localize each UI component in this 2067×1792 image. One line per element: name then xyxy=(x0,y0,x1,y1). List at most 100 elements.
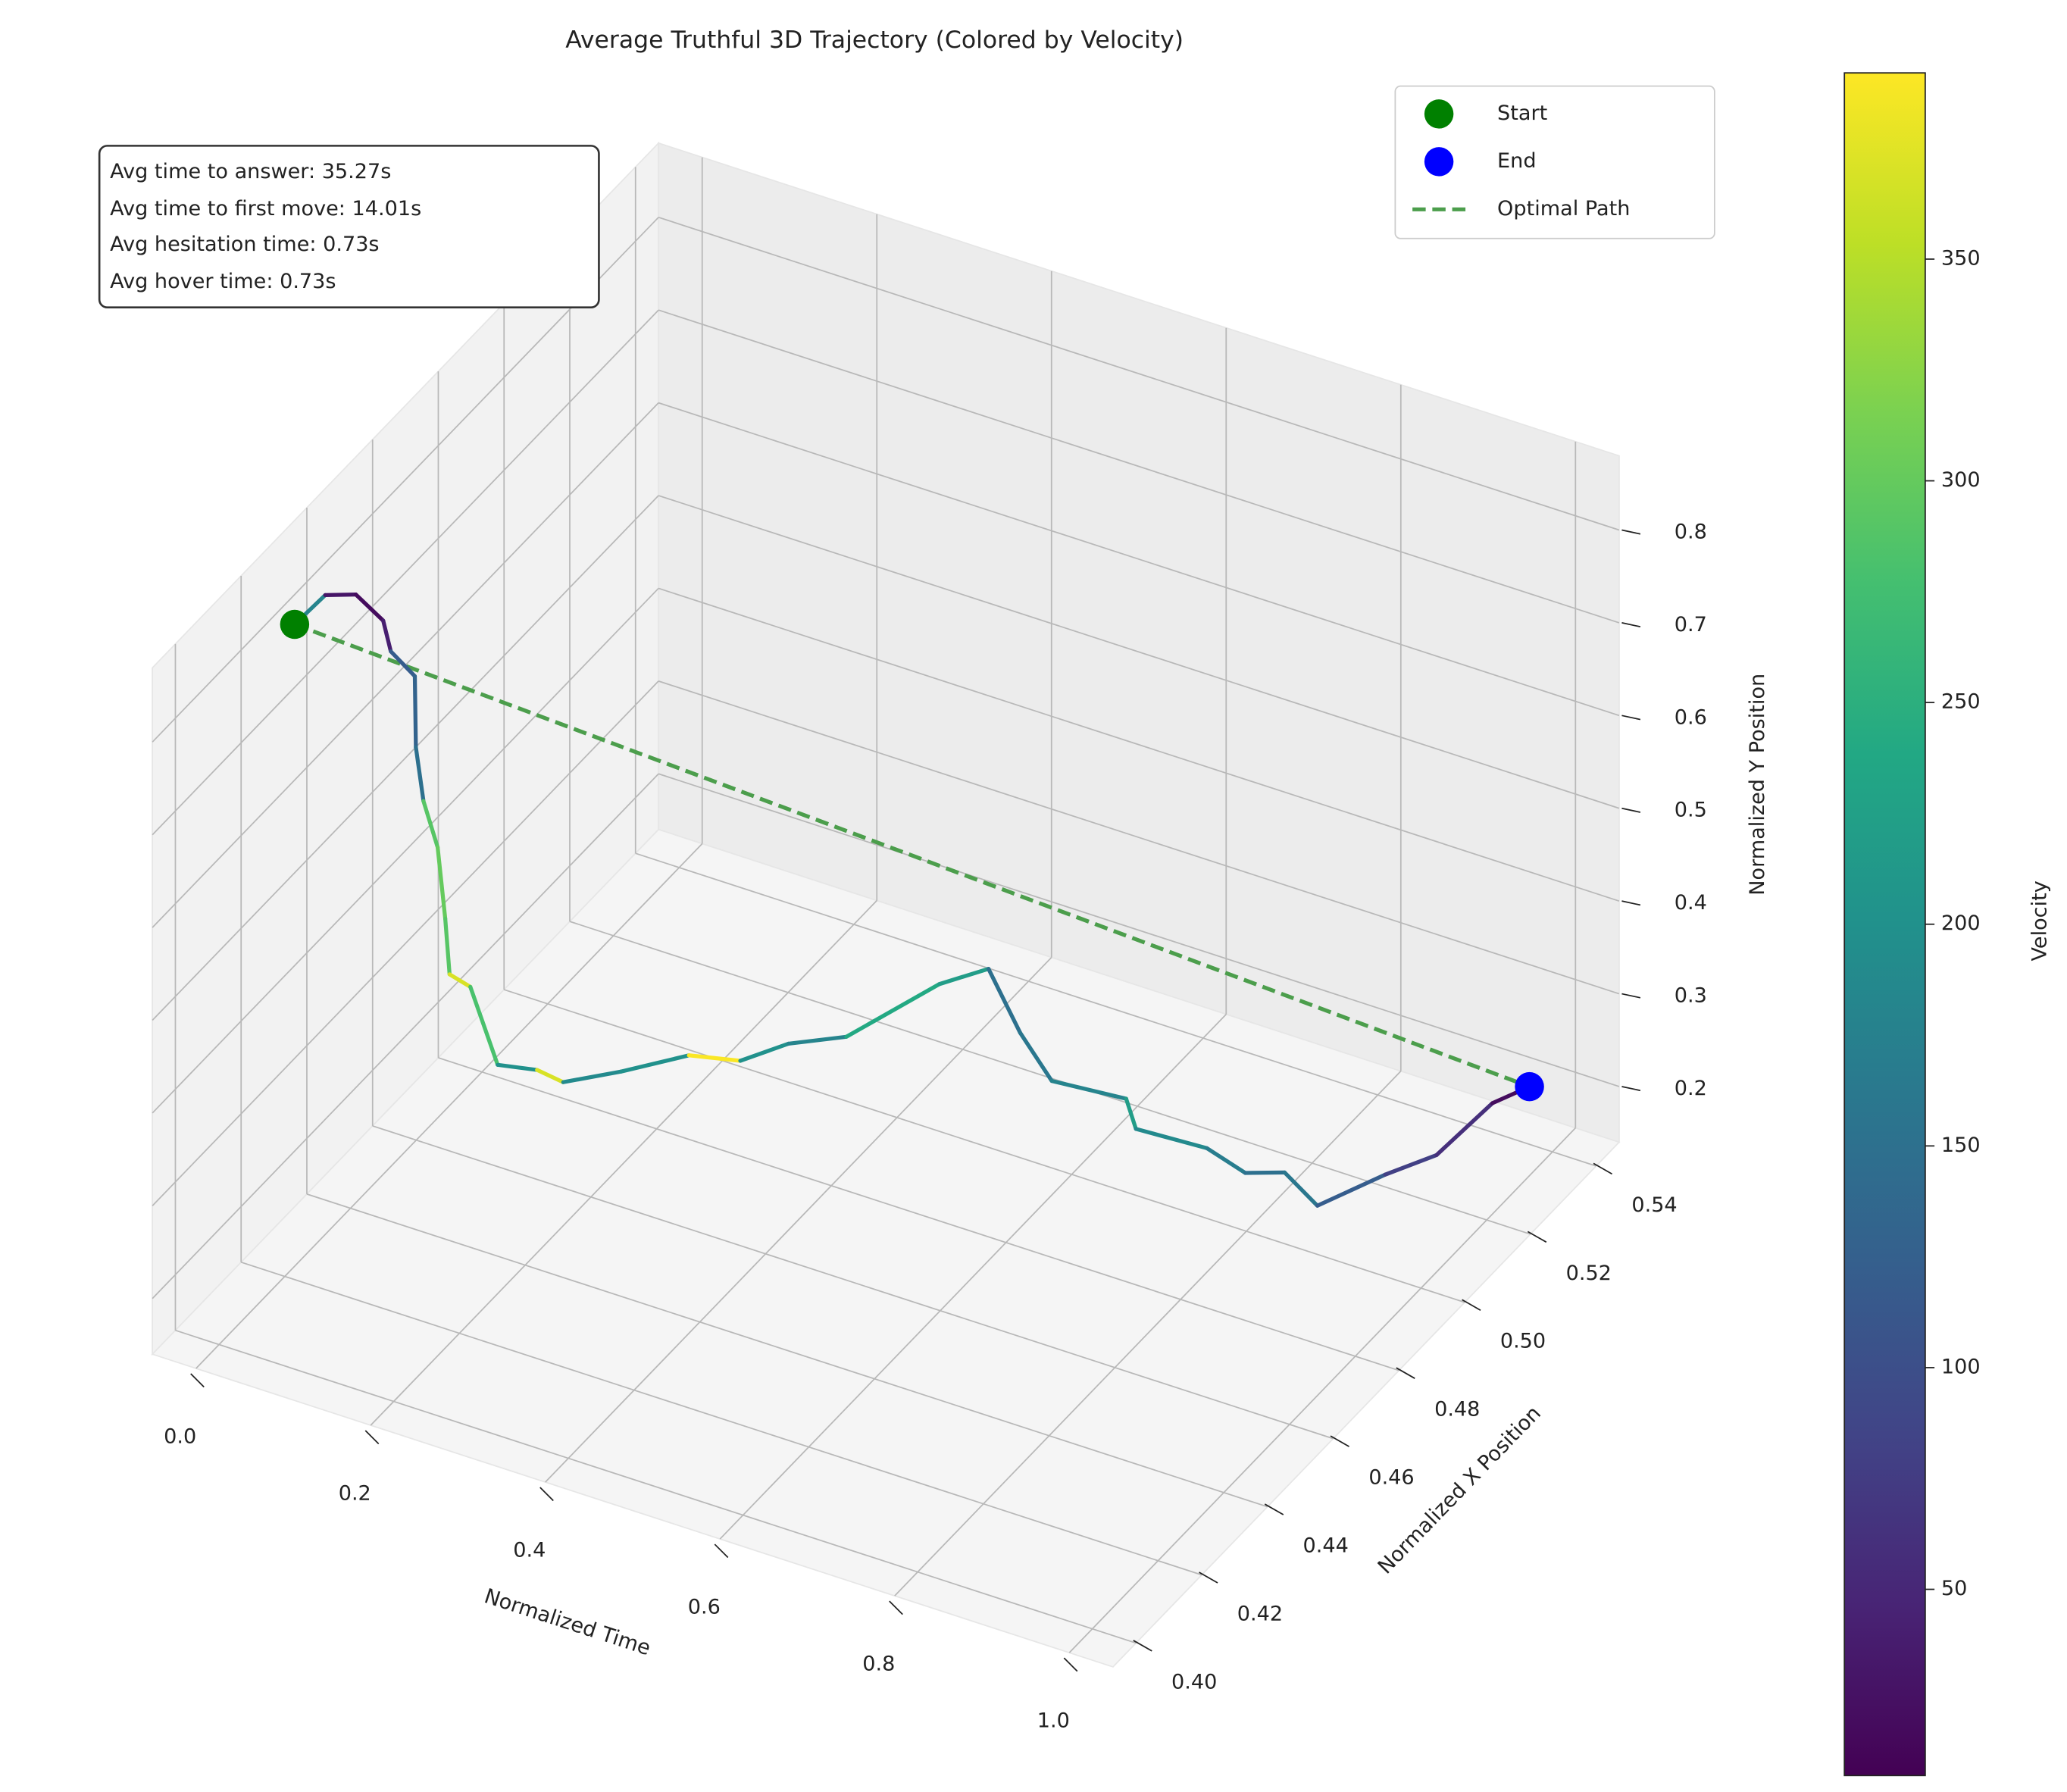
y-tick xyxy=(1199,1572,1218,1584)
start-marker xyxy=(280,609,310,640)
z-tick xyxy=(1621,529,1641,535)
grid-line xyxy=(372,1125,1334,1440)
colorbar-tick-label: 200 xyxy=(1941,912,1981,935)
grid-line xyxy=(658,402,1620,717)
colorbar xyxy=(1843,72,1926,1777)
y-tick xyxy=(1264,1503,1284,1515)
colorbar-label: Velocity xyxy=(2028,880,2052,961)
end-marker xyxy=(1515,1071,1544,1102)
z-tick-label: 0.3 xyxy=(1675,984,1707,1008)
grid-line xyxy=(658,309,1620,624)
z-tick xyxy=(1621,1086,1641,1092)
legend-label: End xyxy=(1497,149,1537,173)
chart-title: Average Truthful 3D Trajectory (Colored … xyxy=(565,27,1184,54)
trajectory-segment xyxy=(738,1041,791,1063)
trajectory-segment xyxy=(1315,1172,1387,1208)
trajectory-segment xyxy=(323,593,358,597)
stats-box xyxy=(98,145,600,309)
z-tick xyxy=(1621,622,1641,628)
z-tick-label: 0.2 xyxy=(1675,1077,1707,1100)
trajectory-segment xyxy=(447,972,473,989)
y-tick xyxy=(1527,1231,1547,1243)
x-tick-label: 1.0 xyxy=(1037,1709,1070,1733)
y-tick-label: 0.40 xyxy=(1171,1670,1217,1693)
x-axis-label: Normalized Time xyxy=(481,1584,653,1660)
z-tick xyxy=(1621,993,1641,999)
grid-line xyxy=(195,843,703,1369)
annotation: Avg time to first move: 14.01s xyxy=(110,197,421,220)
y-tick xyxy=(1396,1367,1415,1379)
trajectory-segment xyxy=(686,1053,743,1063)
grid-line xyxy=(658,216,1620,531)
x-tick-label: 0.2 xyxy=(339,1481,371,1505)
y-tick-label: 0.42 xyxy=(1237,1602,1283,1625)
legend-label: Start xyxy=(1497,102,1547,125)
colorbar-tick-label: 350 xyxy=(1941,246,1981,270)
trajectory-segment xyxy=(496,1062,539,1072)
trajectory-segment xyxy=(561,1069,624,1084)
trajectory-segment xyxy=(435,845,448,921)
colorbar-tick-label: 250 xyxy=(1941,690,1981,714)
grid-line xyxy=(503,989,1465,1303)
legend-marker xyxy=(1424,147,1454,177)
grid-line xyxy=(240,1261,1202,1576)
optimal-path xyxy=(293,622,1531,1089)
x-tick-label: 0.4 xyxy=(513,1538,546,1562)
pane-floor xyxy=(151,828,1621,1668)
trajectory-segment xyxy=(414,745,426,803)
x-tick xyxy=(539,1487,554,1502)
grid-line xyxy=(152,587,659,1114)
grid-line xyxy=(658,773,1620,1087)
grid-line xyxy=(658,680,1620,995)
grid-line xyxy=(438,1057,1399,1371)
y-tick-label: 0.44 xyxy=(1303,1534,1349,1558)
y-tick-label: 0.54 xyxy=(1631,1193,1677,1217)
z-tick-label: 0.6 xyxy=(1675,705,1707,729)
colorbar-tick-label: 150 xyxy=(1941,1134,1981,1157)
colorbar-tick-label: 300 xyxy=(1941,468,1981,492)
trajectory-segment xyxy=(986,966,1022,1035)
x-tick xyxy=(364,1430,380,1445)
grid-line xyxy=(175,1329,1137,1644)
trajectory-segment xyxy=(1049,1078,1128,1101)
grid-line xyxy=(152,309,659,836)
y-tick xyxy=(1593,1162,1612,1175)
x-tick xyxy=(714,1543,729,1559)
x-tick xyxy=(190,1373,205,1388)
y-tick xyxy=(1330,1435,1349,1447)
trajectory-segment xyxy=(421,799,440,849)
colorbar-tick-label: 100 xyxy=(1941,1355,1981,1378)
trajectory-segment xyxy=(619,1053,691,1074)
panes xyxy=(151,141,1621,1668)
trajectory-segment xyxy=(535,1068,565,1084)
colorbar-tick-label: 50 xyxy=(1941,1577,1967,1600)
z-tick xyxy=(1621,900,1641,906)
grid-line xyxy=(152,680,659,1206)
grid-line xyxy=(545,956,1052,1483)
grid-line xyxy=(152,773,659,1299)
y-tick-label: 0.46 xyxy=(1368,1466,1414,1490)
trajectory-segment xyxy=(412,674,418,749)
trajectory-segment xyxy=(1205,1146,1248,1175)
y-tick xyxy=(1133,1640,1152,1652)
trajectory-segment xyxy=(844,982,942,1039)
trajectory-segment xyxy=(389,649,417,679)
trajectory-segment xyxy=(354,593,386,623)
legend-label: Optimal Path xyxy=(1497,197,1630,220)
trajectory-segment xyxy=(1434,1101,1495,1158)
grid-line xyxy=(658,495,1620,809)
y-tick-label: 0.52 xyxy=(1566,1262,1612,1285)
grid-line xyxy=(1068,1127,1576,1653)
trajectory-segment xyxy=(381,618,393,654)
grid-line xyxy=(370,899,877,1426)
annotation: Avg time to answer: 35.27s xyxy=(110,160,391,183)
z-tick-label: 0.8 xyxy=(1675,521,1707,544)
x-tick xyxy=(889,1600,903,1615)
grid-line xyxy=(306,1193,1268,1508)
trajectory-segment xyxy=(468,984,500,1067)
y-tick xyxy=(1462,1299,1481,1312)
x-tick-label: 0.8 xyxy=(862,1653,895,1676)
trajectory-segment xyxy=(937,966,991,987)
